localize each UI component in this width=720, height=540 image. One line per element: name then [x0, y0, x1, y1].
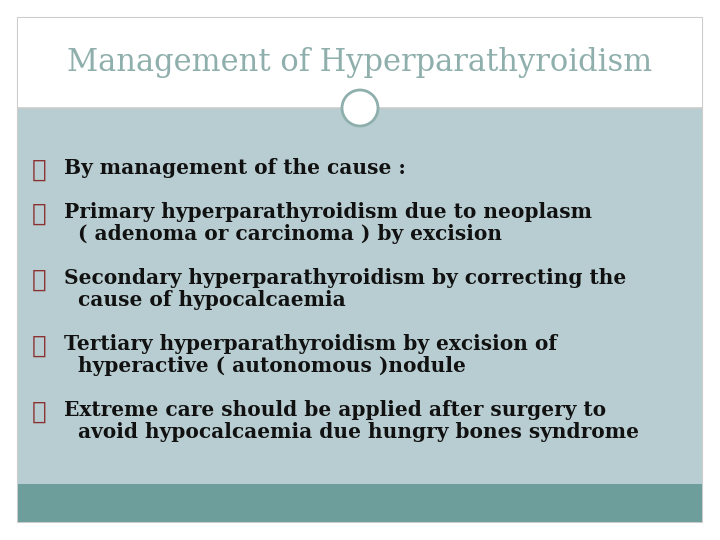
FancyBboxPatch shape	[18, 18, 702, 522]
Text: By management of the cause :: By management of the cause :	[64, 158, 406, 178]
Text: Extreme care should be applied after surgery to: Extreme care should be applied after sur…	[64, 400, 606, 420]
Text: Primary hyperparathyroidism due to neoplasm: Primary hyperparathyroidism due to neopl…	[64, 202, 592, 222]
Text: avoid hypocalcaemia due hungry bones syndrome: avoid hypocalcaemia due hungry bones syn…	[78, 422, 639, 442]
Text: ∾: ∾	[32, 334, 47, 358]
Text: Secondary hyperparathyroidism by correcting the: Secondary hyperparathyroidism by correct…	[64, 268, 626, 288]
Bar	[18, 108, 702, 484]
Text: ∾: ∾	[32, 202, 47, 226]
Text: Tertiary hyperparathyroidism by excision of: Tertiary hyperparathyroidism by excision…	[64, 334, 557, 354]
Text: ( adenoma or carcinoma ) by excision: ( adenoma or carcinoma ) by excision	[78, 224, 502, 244]
Bar	[18, 18, 702, 108]
Text: Management of Hyperparathyroidism: Management of Hyperparathyroidism	[68, 48, 652, 78]
Circle shape	[342, 90, 378, 126]
Text: ∾: ∾	[32, 158, 47, 182]
Text: ∾: ∾	[32, 268, 47, 292]
Text: cause of hypocalcaemia: cause of hypocalcaemia	[78, 290, 346, 310]
Bar	[18, 484, 702, 522]
Text: ∾: ∾	[32, 400, 47, 424]
Text: hyperactive ( autonomous )nodule: hyperactive ( autonomous )nodule	[78, 356, 466, 376]
